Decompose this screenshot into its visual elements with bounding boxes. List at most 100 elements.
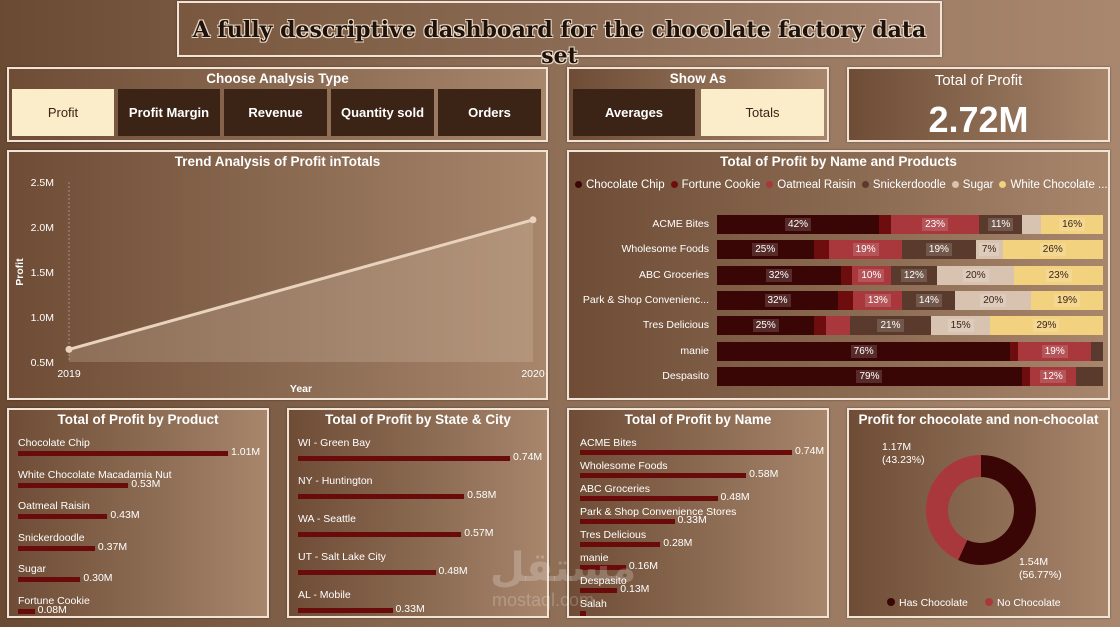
bar-value-label: 0.74M [795,445,825,457]
totals-button[interactable]: Totals [701,89,824,136]
bar-category-label: Wholesome Foods [580,460,668,472]
legend-label[interactable]: No Chocolate [997,597,1061,609]
segment-label: 19% [1041,344,1068,358]
bar-value-label: 0.48M [438,565,468,577]
stacked-title: Total of Profit by Name and Products [720,154,957,169]
bar-category-label: WI - Green Bay [298,437,371,449]
legend-label: Oatmeal Raisin [777,179,856,191]
legend-label: Chocolate Chip [586,179,665,191]
segment-label: 21% [877,319,904,333]
stacked-segment: 10% [852,265,891,285]
bar-value-label: 0.28M [663,537,693,549]
watermark-url: mostaql.com [492,590,595,610]
stacked-segment [838,290,854,310]
stacked-segment [814,316,827,336]
dashboard-title: A fully descriptive dashboard for the ch… [192,17,927,69]
analysis-type-panel: Choose Analysis Type Profit Profit Margi… [7,67,548,142]
stacked-segment: 15% [931,316,990,336]
legend-label[interactable]: Has Chocolate [899,597,968,609]
kpi-card: Total of Profit 2.72M [847,67,1110,142]
bar [580,496,718,501]
segment-label: 79% [856,369,883,383]
segment-label: 14% [915,293,942,307]
stacked-segment [840,265,853,285]
segment-label: 16% [1059,218,1086,231]
stacked-segment: 29% [989,316,1103,336]
legend-item[interactable]: Oatmeal Raisin [760,179,856,191]
stacked-segment: 32% [717,265,841,285]
profit-margin-button[interactable]: Profit Margin [118,89,220,136]
analysis-type-title: Choose Analysis Type [206,71,349,86]
stacked-chart: ACME Bites 42% 23% 11% 16% Wholesome Foods 25%… [569,152,1108,398]
legend-label: White Chocolate ... [1010,179,1108,191]
bar-category-label: White Chocolate Macadamia Nut [18,468,172,481]
segment-label: 10% [858,268,885,282]
stacked-segment [879,215,891,234]
stacked-segment: 13% [853,290,903,310]
stacked-segment [1010,341,1019,361]
by-name-panel: Total of Profit by Name ACME Bites 0.74M W… [567,408,829,618]
stacked-segment: 76% [717,341,1011,361]
segment-label: 13% [864,293,891,307]
legend-item[interactable]: White Chocolate ... [993,179,1108,191]
stacked-legend: Chocolate Chip Fortune Cookie Oatmeal Rais… [569,179,1108,191]
category-label: Wholesome Foods [621,243,709,256]
bar-category-label: Chocolate Chip [18,437,90,449]
stacked-segment: 20% [937,265,1015,285]
stacked-segment [826,316,850,336]
bar-category-label: ABC Groceries [580,483,651,495]
donut-slice[interactable] [958,455,1036,565]
donut-panel: Profit for chocolate and non-chocolat 1.… [847,408,1110,618]
bar-value-label: 0.30M [83,572,113,584]
bar [580,519,675,524]
legend-item[interactable]: Sugar [946,179,993,191]
bar [298,570,436,575]
y-tick-label: 1.5M [31,267,54,279]
stacked-segment: 14% [902,290,956,310]
legend-label: Snickerdoodle [872,179,946,191]
kpi-value: 2.72M [928,99,1029,140]
bar [18,514,108,519]
legend-item[interactable]: Chocolate Chip [569,179,665,191]
stacked-segment: 19% [828,240,903,260]
bar [18,545,95,551]
legend-item[interactable]: Fortune Cookie [665,179,760,191]
donut-percent-label: (56.77%) [1019,569,1062,581]
bar-category-label: Fortune Cookie [18,594,90,607]
category-label: Park & Shop Convenienc... [582,293,709,306]
segment-label: 76% [850,344,877,358]
stacked-segment [1021,215,1042,234]
bar-value-label: 0.53M [131,477,161,490]
profit-button[interactable]: Profit [12,89,114,136]
by-product-chart: Chocolate Chip 1.01M White Chocolate Macad… [9,410,267,616]
bar-category-label: UT - Salt Lake City [298,551,386,563]
by-state-panel: Total of Profit by State & City WI - Gre… [287,408,549,618]
quantity-sold-button[interactable]: Quantity sold [331,89,434,136]
legend-item[interactable]: Snickerdoodle [856,179,946,191]
donut-slice[interactable] [926,455,981,561]
orders-button[interactable]: Orders [438,89,541,136]
x-tick-label: 2019 [57,368,81,380]
revenue-button[interactable]: Revenue [224,89,327,136]
stacked-segment: 19% [1031,290,1103,310]
bar [298,456,510,461]
stacked-segment: 23% [1014,265,1103,285]
legend-swatch [887,598,895,606]
segment-label: 32% [765,268,792,282]
stacked-segment: 23% [890,215,980,234]
bar-category-label: Sugar [18,563,47,575]
legend-swatch [670,181,678,188]
bar-category-label: Despasito [580,575,627,587]
bar [580,473,747,478]
bar-category-label: manie [580,552,609,564]
segment-label: 23% [1045,268,1072,282]
segment-label: 12% [1039,369,1066,383]
averages-button[interactable]: Averages [573,89,695,136]
category-label: Despasito [662,369,709,382]
bar [298,494,465,499]
bar-value-label: 0.58M [467,489,497,501]
by-name-chart: ACME Bites 0.74M Wholesome Foods 0.58M ABC G… [569,410,827,616]
by-state-chart: WI - Green Bay 0.74M NY - Huntington 0.58M W… [289,410,547,616]
trend-point [529,216,537,224]
y-tick-label: 1.0M [31,312,54,324]
